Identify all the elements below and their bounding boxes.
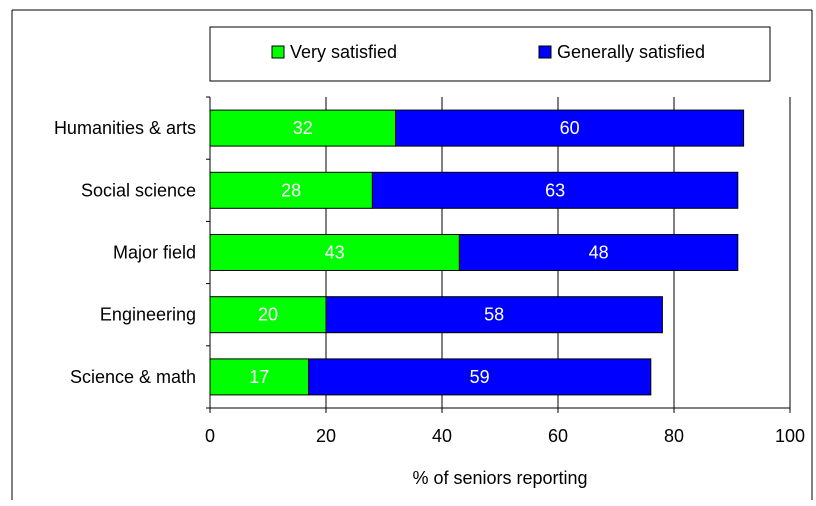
x-axis-tick-label: 0 <box>205 426 215 446</box>
legend: Very satisfied Generally satisfied <box>209 26 771 82</box>
x-axis-tick-label: 20 <box>316 426 336 446</box>
y-axis-category-label: Humanities & arts <box>54 118 196 138</box>
bar-segment-very-satisfied <box>209 234 460 271</box>
bar-data-label: 20 <box>258 305 278 325</box>
axes <box>206 96 791 413</box>
bar-segment-generally-satisfied <box>371 171 739 209</box>
bar-segment-generally-satisfied <box>325 296 663 334</box>
chart-frame-border <box>11 9 813 500</box>
bar-data-label: 28 <box>281 180 301 200</box>
y-axis-category-label: Major field <box>113 243 196 263</box>
x-axis-tick-label: 60 <box>548 426 568 446</box>
x-axis-tick-label: 80 <box>664 426 684 446</box>
y-axis-labels: Humanities & arts Social science Major fie… <box>54 118 196 387</box>
bars: 32 60 28 63 43 48 20 58 17 59 <box>209 109 745 396</box>
bar-data-label: 63 <box>545 180 565 200</box>
bar-data-label: 60 <box>560 118 580 138</box>
x-axis-tick-label: 40 <box>432 426 452 446</box>
x-axis-tick-labels: 0 20 40 60 80 100 <box>205 426 805 446</box>
bar-segment-generally-satisfied <box>308 358 652 396</box>
bar-data-label: 58 <box>484 305 504 325</box>
bar-data-label: 32 <box>293 118 313 138</box>
legend-label-very-satisfied: Very satisfied <box>290 42 397 62</box>
bar-segment-very-satisfied <box>209 109 397 147</box>
bar-data-label: 17 <box>249 367 269 387</box>
y-axis-category-label: Engineering <box>100 305 196 325</box>
bar-segment-very-satisfied <box>209 296 327 334</box>
bar-data-label: 59 <box>470 367 490 387</box>
bar-data-label: 43 <box>325 243 345 263</box>
x-axis-tick-label: 100 <box>775 426 805 446</box>
bar-segment-generally-satisfied <box>395 109 745 147</box>
y-axis-category-label: Social science <box>81 180 196 200</box>
bar-segment-generally-satisfied <box>458 234 739 271</box>
legend-label-generally-satisfied: Generally satisfied <box>557 42 705 62</box>
bar-data-label: 48 <box>589 243 609 263</box>
legend-swatch-generally-satisfied <box>538 45 552 59</box>
x-axis-title: % of seniors reporting <box>412 468 587 488</box>
y-axis-category-label: Science & math <box>70 367 196 387</box>
legend-swatch-very-satisfied <box>271 45 285 59</box>
legend-box <box>209 26 771 82</box>
